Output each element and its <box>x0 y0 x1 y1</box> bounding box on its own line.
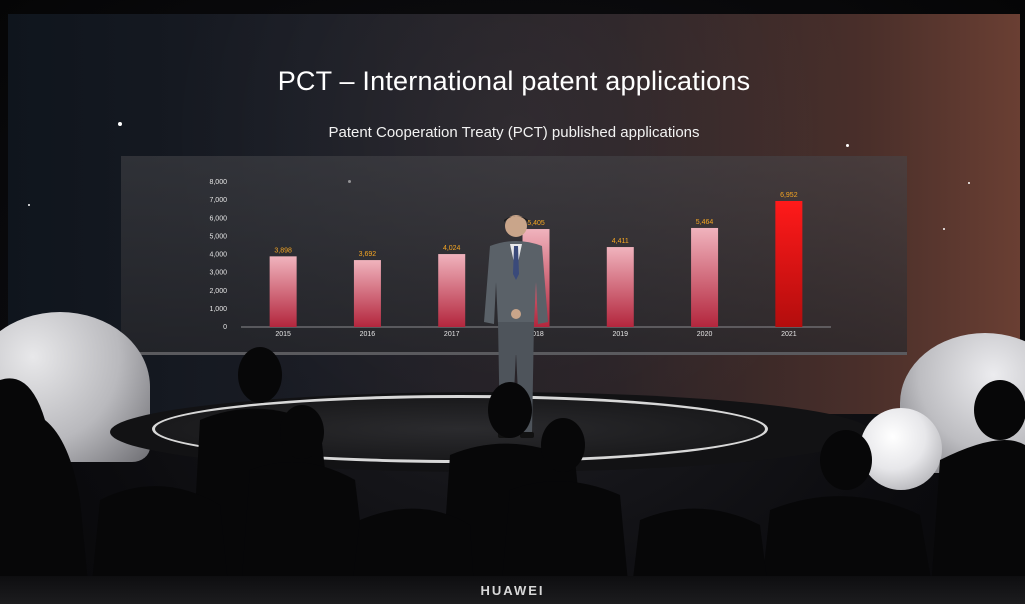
y-tick-label: 7,000 <box>209 197 227 204</box>
bar-value-label: 5,405 <box>527 220 545 227</box>
y-tick-label: 0 <box>223 324 227 331</box>
bar-value-label: 4,411 <box>612 238 629 245</box>
bar-value-label: 5,464 <box>696 219 714 226</box>
bar-value-label: 3,898 <box>274 247 292 254</box>
x-tick-label: 2020 <box>697 331 713 338</box>
y-tick-label: 4,000 <box>209 252 227 259</box>
x-tick-label: 2018 <box>528 331 544 338</box>
x-tick-label: 2019 <box>612 331 628 338</box>
x-tick-label: 2017 <box>444 331 460 338</box>
slide-subtitle: Patent Cooperation Treaty (PCT) publishe… <box>328 124 700 141</box>
presentation-screen: PCT – International patent applications … <box>8 14 1020 414</box>
bar-2016 <box>353 260 381 327</box>
bar-value-label: 4,024 <box>443 245 461 252</box>
slide-title: PCT – International patent applications <box>277 66 751 96</box>
bar-2015 <box>269 256 297 327</box>
bar-2021 <box>775 200 803 327</box>
x-tick-label: 2015 <box>275 331 291 338</box>
star-dot <box>28 204 30 206</box>
patent-bar-chart: 0 1,000 2,000 3,000 4,000 5,000 6,000 7,000 8,00… <box>209 179 831 338</box>
x-tick-label: 2016 <box>360 331 376 338</box>
star-dot <box>846 144 849 147</box>
y-tick-label: 1,000 <box>209 306 227 313</box>
y-tick-label: 6,000 <box>209 215 227 222</box>
bar-2020 <box>691 227 719 327</box>
y-tick-label: 5,000 <box>209 233 227 240</box>
bar-2019 <box>606 247 634 327</box>
x-tick-label: 2021 <box>781 331 797 338</box>
huawei-logo: HUAWEI <box>480 583 545 598</box>
y-tick-label: 2,000 <box>209 288 227 295</box>
y-tick-label: 8,000 <box>209 179 227 186</box>
star-dot <box>943 228 945 230</box>
star-dot <box>118 122 122 126</box>
star-dot <box>968 182 970 184</box>
bar-value-label: 3,692 <box>359 251 377 258</box>
stage-sphere <box>860 408 942 490</box>
bar-value-label: 6,952 <box>780 192 798 199</box>
y-tick-label: 3,000 <box>209 270 227 277</box>
footer-bar <box>0 576 1025 604</box>
bar-2017 <box>438 254 466 327</box>
